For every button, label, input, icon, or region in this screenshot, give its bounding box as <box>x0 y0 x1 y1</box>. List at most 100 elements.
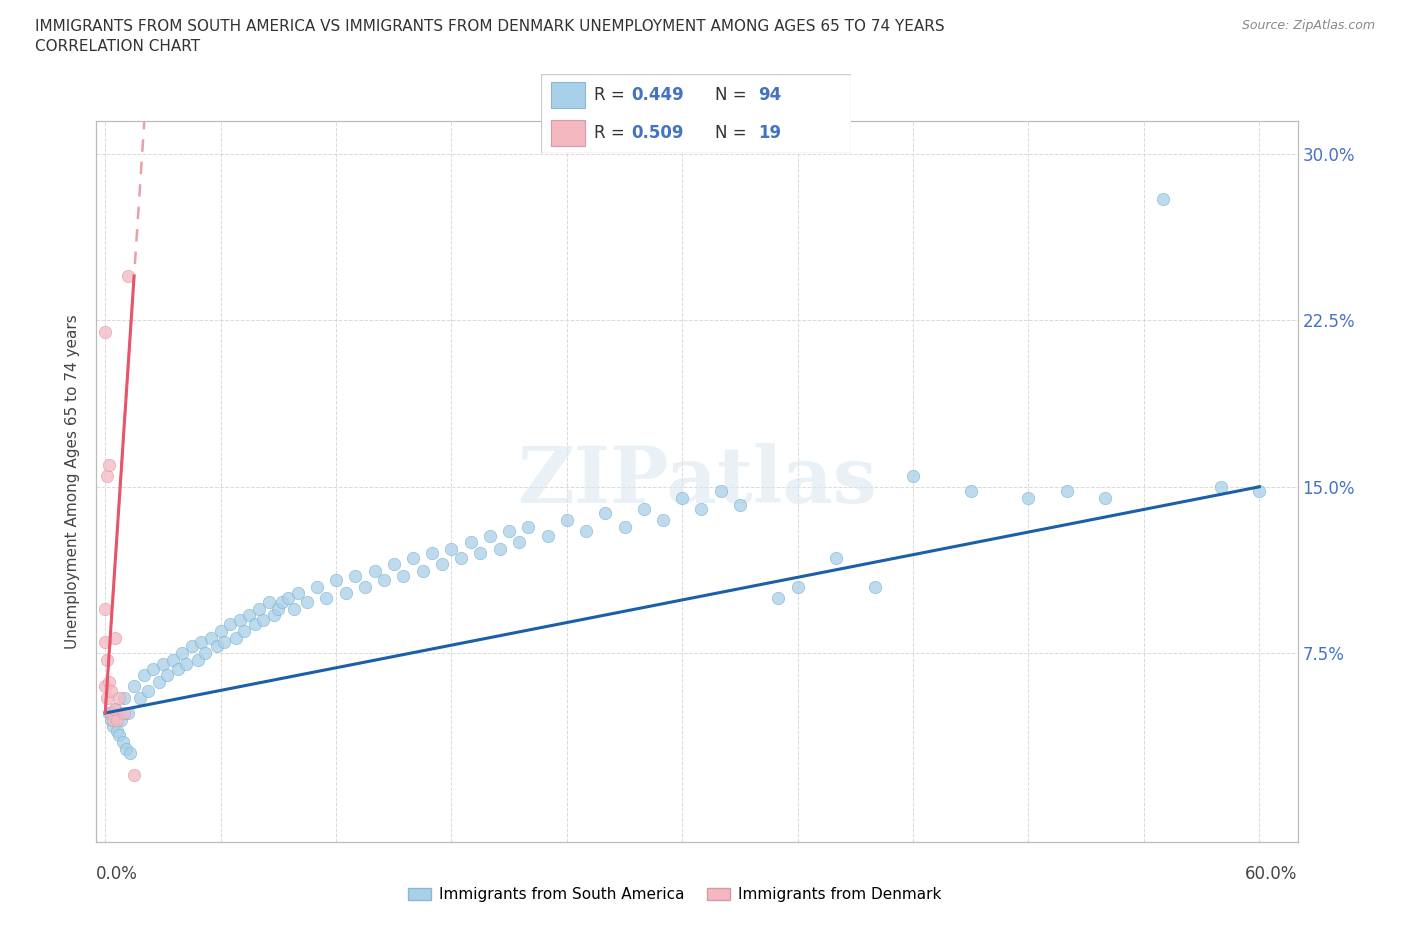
Text: N =: N = <box>714 86 751 104</box>
Point <box>132 668 155 683</box>
Point <box>1056 484 1078 498</box>
Point <box>901 469 924 484</box>
Point <box>382 557 405 572</box>
Point <box>142 661 165 676</box>
Point <box>219 617 242 631</box>
Point <box>863 579 886 594</box>
Point <box>117 269 139 284</box>
Point <box>115 741 138 756</box>
Text: R =: R = <box>593 124 630 142</box>
Point <box>105 712 128 727</box>
Point <box>728 498 751 512</box>
Text: R =: R = <box>593 86 630 104</box>
Bar <box>551 83 585 108</box>
Point <box>238 608 260 623</box>
Text: Source: ZipAtlas.com: Source: ZipAtlas.com <box>1241 19 1375 32</box>
Point <box>101 712 124 727</box>
Point <box>105 724 128 738</box>
Point <box>232 623 254 638</box>
Point <box>498 524 520 538</box>
FancyBboxPatch shape <box>541 74 851 153</box>
Text: CORRELATION CHART: CORRELATION CHART <box>35 39 200 54</box>
Point <box>94 634 117 649</box>
Point <box>373 573 395 588</box>
Point <box>205 639 228 654</box>
Point <box>100 706 122 721</box>
Point <box>671 490 693 505</box>
Point <box>209 623 232 638</box>
Point <box>1094 490 1116 505</box>
Point <box>180 639 202 654</box>
Point <box>305 579 328 594</box>
Point <box>613 519 636 534</box>
Point <box>94 325 117 339</box>
Point <box>247 602 270 617</box>
Point <box>152 657 174 671</box>
Point <box>98 706 121 721</box>
Point <box>786 579 808 594</box>
Point <box>214 634 236 649</box>
Point <box>229 613 252 628</box>
Point <box>652 512 675 527</box>
Point <box>354 579 377 594</box>
Point <box>1152 191 1174 206</box>
Point <box>187 652 209 667</box>
Point <box>110 712 132 727</box>
Y-axis label: Unemployment Among Ages 65 to 74 years: Unemployment Among Ages 65 to 74 years <box>65 314 80 648</box>
Point <box>267 602 290 617</box>
Point <box>392 568 415 583</box>
Text: IMMIGRANTS FROM SOUTH AMERICA VS IMMIGRANTS FROM DENMARK UNEMPLOYMENT AMONG AGES: IMMIGRANTS FROM SOUTH AMERICA VS IMMIGRA… <box>35 19 945 33</box>
Point <box>107 728 129 743</box>
Point <box>96 652 118 667</box>
Point <box>633 501 655 516</box>
Point <box>488 541 510 556</box>
Point <box>148 674 170 689</box>
Point <box>167 661 190 676</box>
Point <box>98 458 121 472</box>
Point <box>194 645 217 660</box>
Point <box>225 631 247 645</box>
Point <box>104 631 127 645</box>
Point <box>111 735 134 750</box>
Point <box>174 657 197 671</box>
Point <box>344 568 367 583</box>
Point <box>172 645 194 660</box>
Point <box>156 668 179 683</box>
Text: N =: N = <box>714 124 751 142</box>
Point <box>252 613 274 628</box>
Point <box>508 535 530 550</box>
Point <box>315 591 337 605</box>
Point <box>335 586 357 601</box>
Point <box>245 617 267 631</box>
Point <box>117 706 139 721</box>
Point <box>100 684 122 698</box>
Point <box>412 564 434 578</box>
Text: 94: 94 <box>758 86 782 104</box>
Point <box>96 690 118 705</box>
Point <box>1017 490 1039 505</box>
Point <box>690 501 713 516</box>
Point <box>402 551 425 565</box>
Point <box>517 519 540 534</box>
Point <box>162 652 184 667</box>
Text: 0.0%: 0.0% <box>96 865 138 884</box>
Point <box>450 551 472 565</box>
Point <box>96 469 118 484</box>
Point <box>1209 479 1232 494</box>
Point <box>114 690 136 705</box>
Point <box>325 573 347 588</box>
Point <box>94 602 117 617</box>
Text: ZIPatlas: ZIPatlas <box>517 444 876 519</box>
Point <box>104 701 127 716</box>
Point <box>959 484 981 498</box>
Point <box>200 631 222 645</box>
Point <box>101 719 124 734</box>
Point <box>460 535 482 550</box>
Point <box>287 586 309 601</box>
Point <box>283 602 305 617</box>
Point <box>122 679 145 694</box>
Text: 19: 19 <box>758 124 780 142</box>
Point <box>825 551 848 565</box>
Point <box>420 546 443 561</box>
Point <box>710 484 733 498</box>
